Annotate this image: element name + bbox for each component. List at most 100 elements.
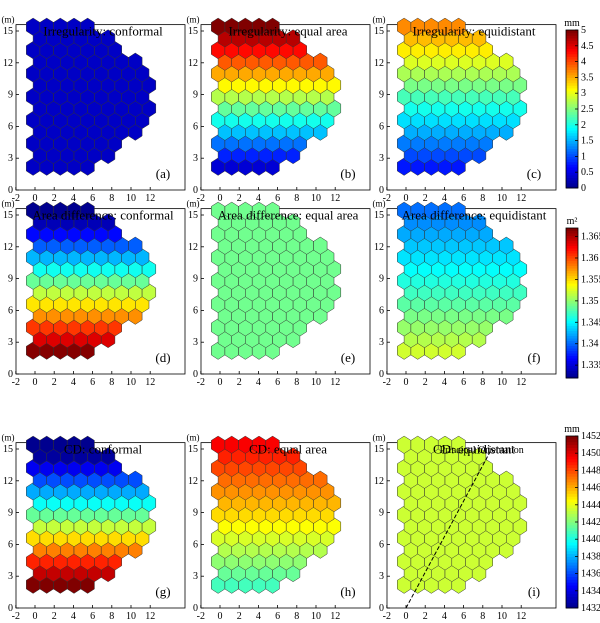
colorbar-swatch <box>566 456 578 460</box>
y-tick-label: 6 <box>193 539 198 550</box>
x-tick-label: 2 <box>423 377 428 388</box>
colorbar-swatch <box>566 493 578 497</box>
colorbar-swatch <box>566 476 578 480</box>
x-tick-label: 2 <box>423 193 428 204</box>
y-tick-label: 15 <box>3 26 13 37</box>
hex-cell <box>499 52 514 71</box>
y-tick-label: 6 <box>379 121 384 132</box>
colorbar-swatch <box>566 72 578 76</box>
x-tick-label: 10 <box>311 611 321 622</box>
panel-title: Irregularity: equal area <box>228 24 347 39</box>
y-tick-label: 6 <box>8 305 13 316</box>
colorbar-swatch <box>566 48 578 52</box>
x-tick-label: -2 <box>383 377 391 388</box>
y-tick-label: 15 <box>374 444 384 455</box>
colorbar-swatch <box>566 550 578 555</box>
colorbar-swatch <box>566 565 578 569</box>
y-tick-label: 3 <box>379 153 384 164</box>
y-tick-label: 15 <box>3 210 13 221</box>
colorbar-swatch <box>566 283 578 286</box>
colorbar-swatch <box>566 499 578 503</box>
y-tick-label: 3 <box>193 153 198 164</box>
colorbar-swatch <box>566 40 578 44</box>
colorbar-swatch <box>566 353 578 356</box>
colorbar-swatch <box>566 547 578 552</box>
colorbar-swatch <box>566 490 578 494</box>
x-tick-label: 8 <box>480 193 485 204</box>
colorbar-frame <box>565 227 579 379</box>
x-tick-label: 0 <box>33 611 38 622</box>
colorbar-swatch <box>566 318 578 321</box>
colorbar-swatch <box>566 553 578 557</box>
colorbar-swatch <box>566 164 578 168</box>
colorbar-swatch <box>566 80 578 84</box>
x-tick-label: 2 <box>52 193 57 204</box>
colorbar-swatch <box>566 544 578 549</box>
y-tick-label: 0 <box>379 185 384 196</box>
y-tick-label: 6 <box>379 305 384 316</box>
colorbar-swatch <box>566 303 578 306</box>
x-tick-label: 12 <box>330 377 340 388</box>
colorbar-swatch <box>566 300 578 304</box>
colorbar-swatch <box>566 270 578 274</box>
colorbar-swatch <box>566 438 578 443</box>
colorbar-swatch <box>566 156 578 160</box>
colorbar-swatch <box>566 320 578 324</box>
colorbar-swatch <box>566 350 578 354</box>
x-tick-label: 6 <box>275 611 280 622</box>
hex-cell <box>313 236 328 255</box>
annotation: Principal Orientation <box>440 445 524 456</box>
x-tick-label: 12 <box>145 377 155 388</box>
colorbar-tick-label: 4 <box>581 57 586 68</box>
colorbar-swatch <box>566 32 578 36</box>
colorbar-swatch <box>566 507 578 512</box>
colorbar-swatch <box>566 180 578 184</box>
colorbar-swatch <box>566 116 578 121</box>
x-tick-label: 4 <box>442 377 447 388</box>
colorbar-swatch <box>566 111 578 115</box>
axis-unit: (m) <box>373 15 386 25</box>
colorbar-tick-label: 1452 <box>581 431 600 442</box>
x-tick-label: 10 <box>126 611 136 622</box>
colorbar-tick-label: 1446 <box>581 483 600 494</box>
hex-cell <box>471 213 487 232</box>
y-tick-label: 12 <box>3 58 13 69</box>
colorbar-swatch <box>566 441 578 446</box>
x-tick-label: 10 <box>311 193 321 204</box>
colorbar-swatch <box>566 77 578 81</box>
colorbar-swatch <box>566 444 578 448</box>
x-tick-label: 12 <box>516 193 526 204</box>
panel-label: (b) <box>340 166 355 181</box>
colorbar-swatch <box>566 137 578 142</box>
y-tick-label: 0 <box>193 185 198 196</box>
y-tick-label: 12 <box>188 58 198 69</box>
hex-cell <box>471 447 487 466</box>
colorbar-swatch <box>566 260 578 264</box>
axis-unit: (m) <box>187 433 200 443</box>
colorbar-swatch <box>566 484 578 489</box>
colorbar-swatch <box>566 151 578 155</box>
y-tick-label: 9 <box>379 274 384 285</box>
colorbar-swatch <box>566 298 578 301</box>
colorbar-swatch <box>566 265 578 269</box>
hex-cell <box>80 435 95 454</box>
colorbar-swatch <box>566 243 578 246</box>
colorbar-swatch <box>566 69 578 73</box>
colorbar-swatch <box>566 153 578 157</box>
colorbar-swatch <box>566 35 578 39</box>
y-tick-label: 0 <box>8 369 13 380</box>
x-tick-label: 12 <box>145 611 155 622</box>
hex-cell <box>499 470 514 489</box>
colorbar-swatch <box>566 132 578 136</box>
y-tick-label: 0 <box>193 603 198 614</box>
colorbar-swatch <box>566 524 578 529</box>
panel-label: (d) <box>155 350 170 365</box>
x-tick-label: 8 <box>294 377 299 388</box>
panel-title: Irregularity: equidistant <box>412 24 535 39</box>
colorbar-swatch <box>566 513 578 517</box>
y-tick-label: 9 <box>379 508 384 519</box>
colorbar-swatch <box>566 130 578 134</box>
hex-cell <box>451 201 466 220</box>
colorbar-swatch <box>566 93 578 97</box>
